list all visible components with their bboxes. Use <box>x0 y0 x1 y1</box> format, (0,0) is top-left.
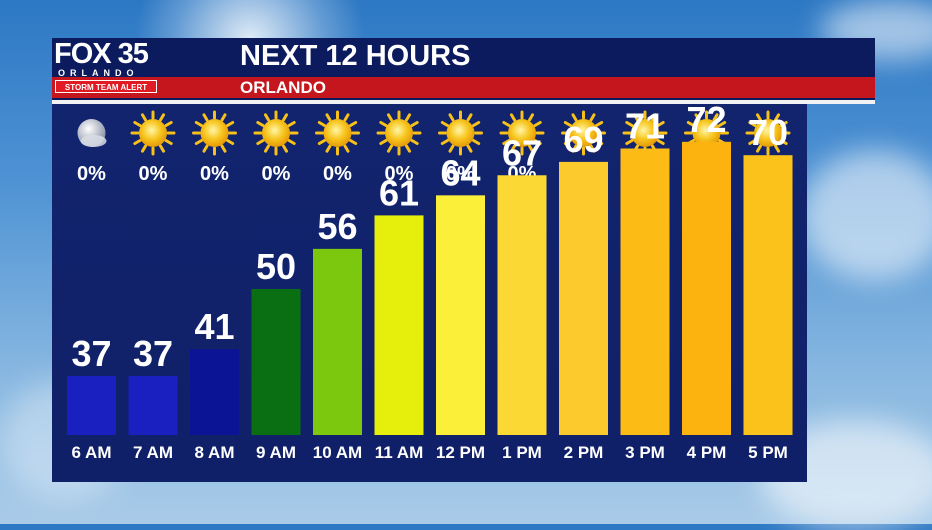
value-label: 37 <box>71 333 111 374</box>
sun-icon <box>253 110 299 156</box>
sun-icon <box>561 110 606 156</box>
precip-chance-label: 0% <box>385 163 414 185</box>
cloud <box>800 150 932 280</box>
hour-label: 1 PM <box>502 443 542 462</box>
hour-label: 7 AM <box>133 443 173 462</box>
bar <box>313 248 362 435</box>
bar <box>620 148 670 435</box>
precip-chance-label: 0% <box>323 163 352 185</box>
bar <box>743 155 793 435</box>
fox35-logo: FOX 35 ORLANDO STORM TEAM ALERT <box>54 38 160 96</box>
value-label: 50 <box>256 246 296 287</box>
sun-icon <box>130 110 176 156</box>
hour-label: 6 AM <box>72 443 112 462</box>
hour-label: 9 AM <box>256 443 296 462</box>
hour-label: 4 PM <box>687 443 727 462</box>
precip-chance-label: 0% <box>77 163 106 185</box>
value-label: 41 <box>194 306 234 347</box>
logo-city: ORLANDO <box>58 68 139 78</box>
sun-icon <box>192 110 237 156</box>
bar <box>67 375 116 435</box>
location-label: ORLANDO <box>240 78 326 97</box>
value-label: 64 <box>440 152 480 193</box>
hour-label: 10 AM <box>313 443 362 462</box>
hour-label: 2 PM <box>564 443 604 462</box>
value-label: 56 <box>317 206 357 247</box>
bar <box>682 141 731 435</box>
bar <box>190 349 239 435</box>
value-label: 67 <box>502 132 542 173</box>
precip-chance-label: 0% <box>139 163 168 185</box>
bar <box>251 289 301 435</box>
sun-icon <box>622 110 668 156</box>
bar <box>436 195 485 435</box>
bar <box>559 161 608 435</box>
logo-badge: STORM TEAM ALERT <box>55 80 157 93</box>
location-bar <box>52 77 875 98</box>
sun-icon <box>499 110 545 156</box>
precip-chance-label: 0% <box>262 163 291 185</box>
sun-icon <box>438 110 483 156</box>
value-label: 61 <box>379 172 419 213</box>
forecast-panel: 0% 37 6 AM 0% 37 7 AM 0% 41 8 AM 0% 50 9 AM 0% 56 10 A… <box>52 104 807 482</box>
divider <box>52 100 875 104</box>
value-label: 72 <box>686 104 726 140</box>
value-label: 37 <box>133 333 173 374</box>
temperature-chart: 0% 37 6 AM 0% 37 7 AM 0% 41 8 AM 0% 50 9 AM 0% 56 10 A… <box>67 104 793 462</box>
precip-chance-label: 0% <box>200 163 229 185</box>
bar <box>497 175 547 435</box>
precip-chance-label: 0% <box>446 163 475 185</box>
sun-icon <box>376 110 422 156</box>
value-label: 71 <box>625 106 665 147</box>
page-title: NEXT 12 HOURS <box>240 40 471 72</box>
value-label: 70 <box>748 112 788 153</box>
sun-icon <box>745 110 791 156</box>
hour-label: 8 AM <box>195 443 235 462</box>
value-label: 69 <box>563 119 603 160</box>
hour-label: 3 PM <box>625 443 665 462</box>
hour-label: 11 AM <box>375 443 424 462</box>
bar <box>374 215 424 435</box>
sun-icon <box>315 110 360 156</box>
bar <box>128 375 178 435</box>
logo-brand: FOX 35 <box>54 38 149 70</box>
moon-icon <box>77 119 107 147</box>
hour-label: 5 PM <box>748 443 788 462</box>
hour-label: 12 PM <box>436 443 485 462</box>
